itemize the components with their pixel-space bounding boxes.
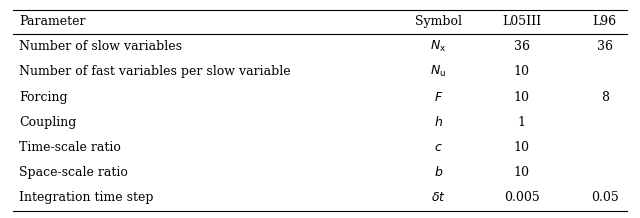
Text: Forcing: Forcing <box>19 90 68 104</box>
Text: 10: 10 <box>513 65 529 78</box>
Text: L96: L96 <box>593 15 617 28</box>
Text: $F$: $F$ <box>434 90 443 104</box>
Text: Space-scale ratio: Space-scale ratio <box>19 166 128 179</box>
Text: $c$: $c$ <box>434 141 443 154</box>
Text: $h$: $h$ <box>434 115 443 129</box>
Text: Integration time step: Integration time step <box>19 191 154 204</box>
Text: $\delta t$: $\delta t$ <box>431 191 446 204</box>
Text: 10: 10 <box>513 90 529 104</box>
Text: Parameter: Parameter <box>19 15 86 28</box>
Text: 0.005: 0.005 <box>504 191 540 204</box>
Text: Time-scale ratio: Time-scale ratio <box>19 141 121 154</box>
Text: 1: 1 <box>518 116 525 129</box>
Text: 36: 36 <box>513 40 529 53</box>
Text: 0.05: 0.05 <box>591 191 619 204</box>
Text: 36: 36 <box>596 40 613 53</box>
Text: Number of fast variables per slow variable: Number of fast variables per slow variab… <box>19 65 291 78</box>
Text: L05III: L05III <box>502 15 541 28</box>
Text: $N_{\mathrm{x}}$: $N_{\mathrm{x}}$ <box>430 39 447 54</box>
Text: $b$: $b$ <box>434 165 443 179</box>
Text: Number of slow variables: Number of slow variables <box>19 40 182 53</box>
Text: Coupling: Coupling <box>19 116 77 129</box>
Text: Symbol: Symbol <box>415 15 462 28</box>
Text: 10: 10 <box>513 141 529 154</box>
Text: $N_{\mathrm{u}}$: $N_{\mathrm{u}}$ <box>430 64 447 80</box>
Text: 10: 10 <box>513 166 529 179</box>
Text: 8: 8 <box>601 90 609 104</box>
